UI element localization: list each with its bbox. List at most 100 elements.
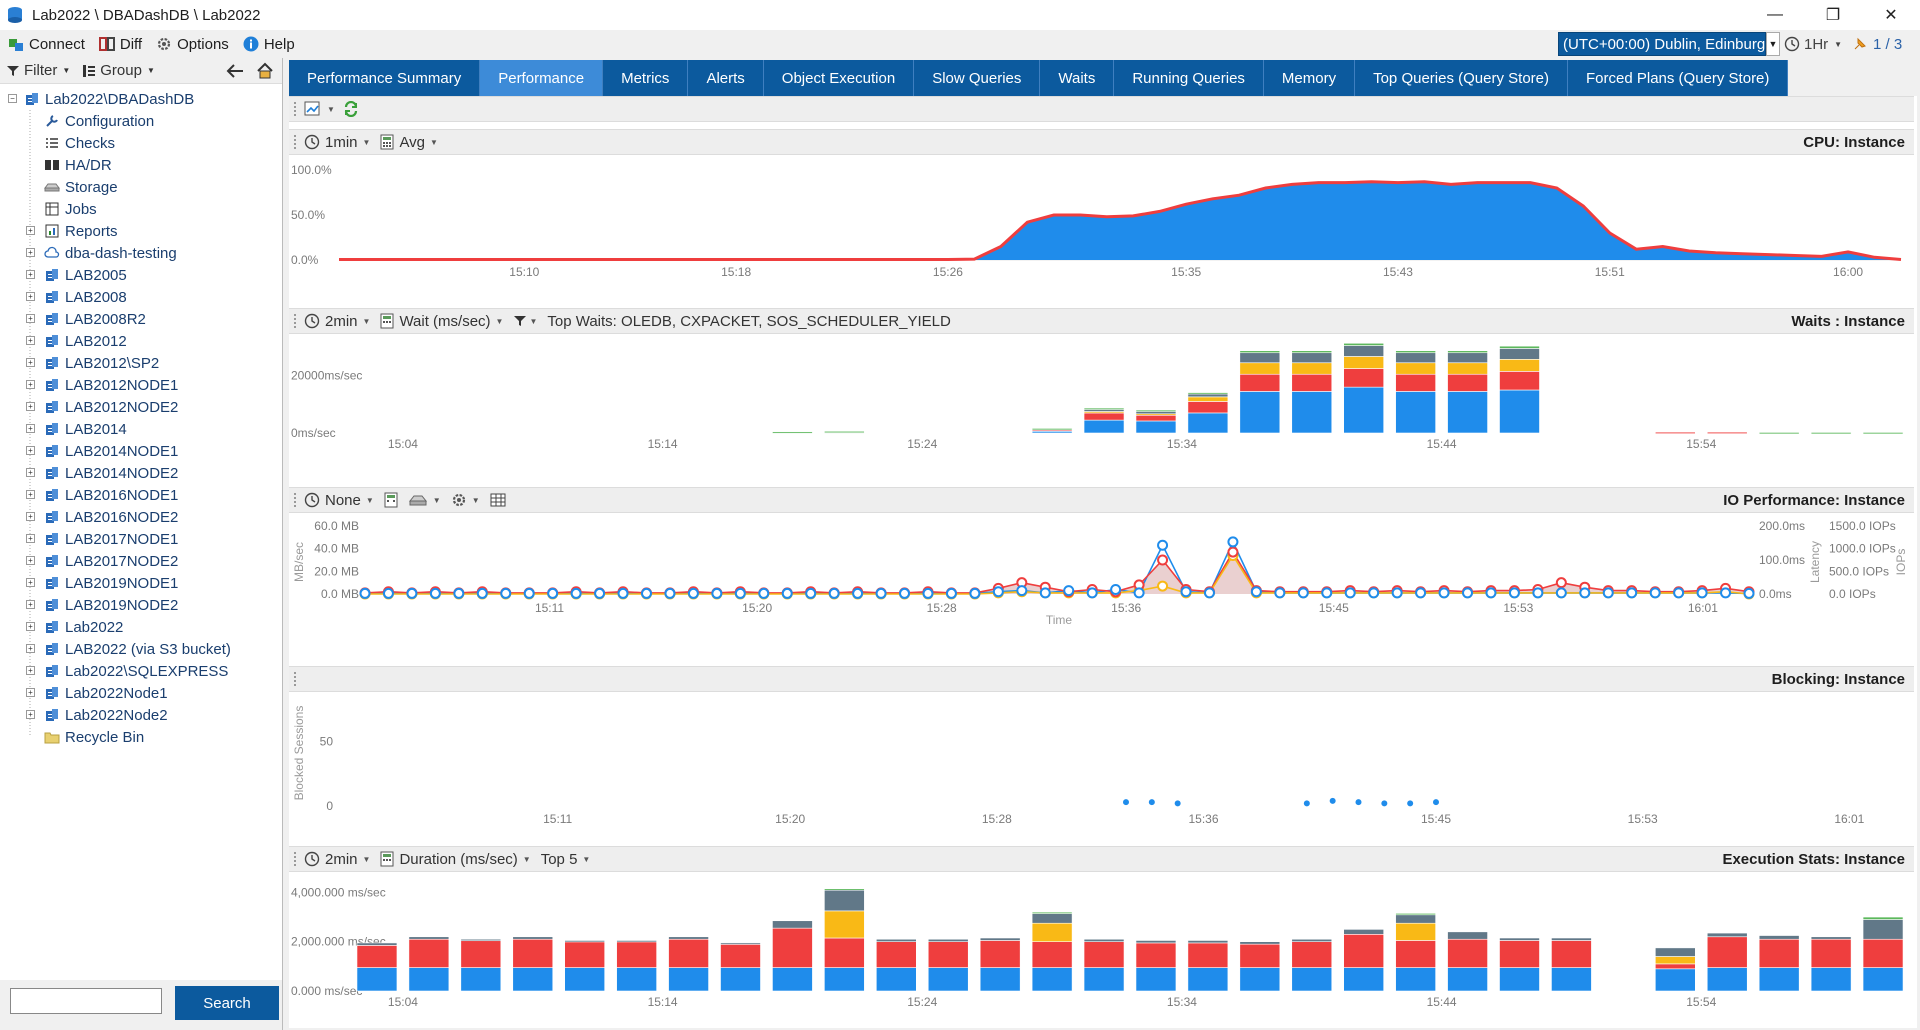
expand-icon[interactable]: + xyxy=(26,688,35,697)
expand-icon[interactable]: + xyxy=(26,622,35,631)
group-button[interactable]: Group ▼ xyxy=(82,62,155,79)
tree-item[interactable]: Lab2022\SQLEXPRESS xyxy=(44,660,228,682)
tree-item[interactable]: LAB2014 xyxy=(44,418,127,440)
pager[interactable]: 1 / 3 xyxy=(1852,32,1902,56)
expand-icon[interactable]: + xyxy=(26,402,35,411)
help-button[interactable]: Help xyxy=(237,31,301,57)
tree-item[interactable]: LAB2014NODE2 xyxy=(44,462,178,484)
connect-button[interactable]: Connect xyxy=(2,31,91,57)
tree-item[interactable]: LAB2005 xyxy=(44,264,127,286)
expand-icon[interactable]: + xyxy=(26,292,35,301)
diff-button[interactable]: Diff xyxy=(93,31,148,57)
tab-performance-summary[interactable]: Performance Summary xyxy=(289,60,481,96)
expand-icon[interactable]: + xyxy=(26,446,35,455)
tree-item[interactable]: LAB2022 (via S3 bucket) xyxy=(44,638,231,660)
expand-icon[interactable]: + xyxy=(26,644,35,653)
expand-icon[interactable]: + xyxy=(26,336,35,345)
tab-alerts[interactable]: Alerts xyxy=(688,60,764,96)
expand-icon[interactable]: + xyxy=(26,556,35,565)
waits-metric-select[interactable]: Wait (ms/sec) ▼ xyxy=(380,313,503,330)
io-settings-select[interactable]: ▼ xyxy=(451,492,480,508)
bar-segment xyxy=(1447,350,1488,354)
tree-item[interactable]: Recycle Bin xyxy=(44,726,144,748)
tree-item[interactable]: LAB2019NODE1 xyxy=(44,572,178,594)
cpu-interval-select[interactable]: 1min ▼ xyxy=(304,134,370,151)
tree-item[interactable]: Reports xyxy=(44,220,118,242)
tree-item[interactable]: LAB2008R2 xyxy=(44,308,146,330)
tree-item[interactable]: LAB2008 xyxy=(44,286,127,308)
expand-icon[interactable]: + xyxy=(26,666,35,675)
tree-item[interactable]: Lab2022\DBADashDB xyxy=(24,88,194,110)
tree-item[interactable]: Lab2022Node2 xyxy=(44,704,168,726)
tree-item[interactable]: Storage xyxy=(44,176,118,198)
io-interval-select[interactable]: None ▼ xyxy=(304,492,374,509)
expand-icon[interactable]: + xyxy=(26,314,35,323)
expand-icon[interactable]: + xyxy=(26,468,35,477)
waits-interval-select[interactable]: 2min ▼ xyxy=(304,313,370,330)
tab-top-queries-query-store[interactable]: Top Queries (Query Store) xyxy=(1355,60,1568,96)
tab-memory[interactable]: Memory xyxy=(1264,60,1356,96)
timezone-select[interactable]: (UTC+00:00) Dublin, Edinburg xyxy=(1558,32,1766,56)
tree-item[interactable]: LAB2012NODE1 xyxy=(44,374,178,396)
bar-segment xyxy=(1551,940,1592,968)
expand-icon[interactable]: + xyxy=(26,490,35,499)
tab-object-execution[interactable]: Object Execution xyxy=(764,60,915,96)
tree-item[interactable]: LAB2012 xyxy=(44,330,127,352)
search-input[interactable] xyxy=(10,988,162,1014)
exec-interval-select[interactable]: 2min ▼ xyxy=(304,851,370,868)
collapse-icon[interactable]: − xyxy=(8,94,17,103)
tree-item[interactable]: LAB2016NODE1 xyxy=(44,484,178,506)
minimize-button[interactable]: — xyxy=(1767,6,1783,23)
chart-select-icon[interactable] xyxy=(304,101,322,117)
tree-item[interactable]: Jobs xyxy=(44,198,97,220)
tree-item[interactable]: LAB2012NODE2 xyxy=(44,396,178,418)
options-button[interactable]: Options xyxy=(150,31,235,57)
time-range-select[interactable]: 1Hr ▼ xyxy=(1784,32,1842,56)
expand-icon[interactable]: + xyxy=(26,578,35,587)
tab-waits[interactable]: Waits xyxy=(1040,60,1115,96)
io-grid-button[interactable] xyxy=(490,493,506,507)
expand-icon[interactable]: + xyxy=(26,358,35,367)
exec-top-select[interactable]: Top 5 ▼ xyxy=(540,850,591,868)
expand-icon[interactable]: + xyxy=(26,424,35,433)
search-button[interactable]: Search xyxy=(175,986,279,1020)
tree-item[interactable]: LAB2017NODE1 xyxy=(44,528,178,550)
tree-item[interactable]: LAB2017NODE2 xyxy=(44,550,178,572)
tree-item[interactable]: Lab2022 xyxy=(44,616,123,638)
tree-item[interactable]: LAB2012\SP2 xyxy=(44,352,159,374)
home-icon[interactable] xyxy=(256,62,274,80)
back-arrow-icon[interactable] xyxy=(226,64,244,78)
expand-icon[interactable]: + xyxy=(26,380,35,389)
refresh-icon[interactable] xyxy=(343,101,359,117)
expand-icon[interactable]: + xyxy=(26,710,35,719)
tab-metrics[interactable]: Metrics xyxy=(603,60,689,96)
bar-segment xyxy=(824,889,865,912)
io-metric-button[interactable] xyxy=(384,492,398,508)
tree-item[interactable]: HA/DR xyxy=(44,154,112,176)
tree-item[interactable]: LAB2014NODE1 xyxy=(44,440,178,462)
tree-item[interactable]: Checks xyxy=(44,132,115,154)
io-drive-select[interactable]: ▼ xyxy=(408,493,441,507)
restore-button[interactable]: ❐ xyxy=(1825,7,1841,24)
tab-running-queries[interactable]: Running Queries xyxy=(1114,60,1264,96)
filter-button[interactable]: Filter ▼ xyxy=(6,62,70,79)
expand-icon[interactable]: + xyxy=(26,534,35,543)
expand-icon[interactable]: + xyxy=(26,248,35,257)
tab-slow-queries[interactable]: Slow Queries xyxy=(914,60,1041,96)
tree-item[interactable]: Lab2022Node1 xyxy=(44,682,168,704)
tree-item[interactable]: LAB2016NODE2 xyxy=(44,506,178,528)
expand-icon[interactable]: + xyxy=(26,270,35,279)
tab-forced-plans-query-store[interactable]: Forced Plans (Query Store) xyxy=(1568,60,1789,96)
tree-item[interactable]: LAB2019NODE2 xyxy=(44,594,178,616)
expand-icon[interactable]: + xyxy=(26,512,35,521)
expand-icon[interactable]: + xyxy=(26,226,35,235)
waits-filter-select[interactable]: ▼ xyxy=(513,314,537,328)
close-button[interactable]: ✕ xyxy=(1884,7,1898,24)
cpu-agg-select[interactable]: Avg ▼ xyxy=(380,134,438,151)
tree-item[interactable]: Configuration xyxy=(44,110,154,132)
expand-icon[interactable]: + xyxy=(26,600,35,609)
tree-item[interactable]: dba-dash-testing xyxy=(44,242,177,264)
tab-performance[interactable]: Performance xyxy=(480,60,604,96)
timezone-dropdown-icon[interactable]: ▼ xyxy=(1766,32,1780,56)
exec-metric-select[interactable]: Duration (ms/sec) ▼ xyxy=(380,851,531,868)
